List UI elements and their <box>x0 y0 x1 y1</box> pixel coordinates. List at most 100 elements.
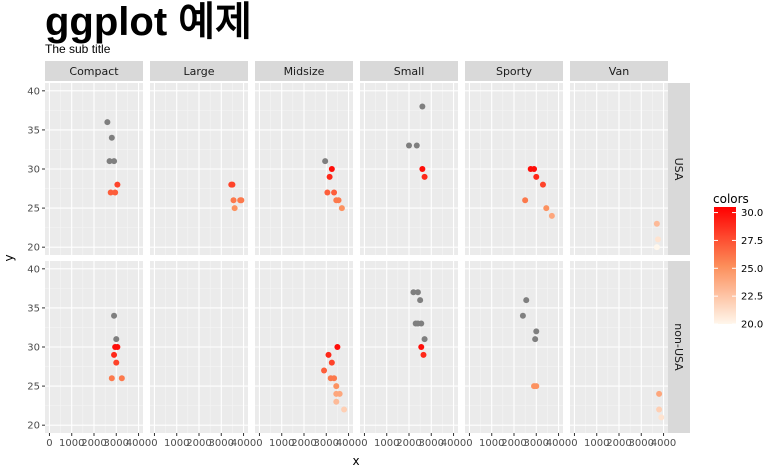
data-point <box>533 328 540 335</box>
facet-strip-compact <box>45 61 143 81</box>
data-point <box>406 142 412 149</box>
x-tick-label: 2000 <box>291 438 316 449</box>
y-tick-label: 25 <box>27 204 40 215</box>
facet-strip-label: Midsize <box>284 65 325 78</box>
data-point <box>108 134 115 141</box>
data-point <box>106 158 113 165</box>
x-tick-label: 2000 <box>186 438 211 449</box>
x-tick-label: 0 <box>571 438 577 449</box>
legend-label: 20.0 <box>741 320 763 331</box>
facet-strip-usa <box>668 83 690 255</box>
facet-strip-large <box>150 61 248 81</box>
data-point <box>419 103 426 110</box>
data-point <box>333 398 340 405</box>
facet-strip-sporty <box>465 61 563 81</box>
y-tick-label: 40 <box>27 264 40 275</box>
data-point <box>328 359 335 366</box>
data-point <box>656 406 663 413</box>
facet-strip-label: Small <box>394 65 425 78</box>
x-tick-label: 0 <box>151 438 157 449</box>
x-tick-label: 3000 <box>104 438 129 449</box>
data-point <box>418 320 425 327</box>
data-point <box>326 173 333 180</box>
data-point <box>114 181 121 188</box>
x-tick-label: 2000 <box>396 438 421 449</box>
facet-strip-label: Compact <box>69 65 119 78</box>
y-tick-label: 30 <box>27 165 40 176</box>
data-point <box>533 383 540 390</box>
data-point <box>112 189 119 196</box>
x-tick-label: 1000 <box>374 438 399 449</box>
facet-strip-midsize <box>255 61 353 81</box>
facet-strip-label: USA <box>672 158 685 181</box>
x-tick-label: 2000 <box>501 438 526 449</box>
data-point <box>658 414 665 421</box>
facet-strip-small <box>360 61 458 81</box>
data-point <box>543 205 550 212</box>
x-tick-label: 2000 <box>606 438 631 449</box>
x-tick-label: 0 <box>46 438 52 449</box>
data-point <box>341 406 348 413</box>
y-tick-label: 25 <box>27 382 40 393</box>
facet-panels: Compact Large Midsize Small Sporty Van USA non-… <box>27 61 690 449</box>
data-point <box>519 312 526 319</box>
x-tick-label: 4000 <box>546 438 571 449</box>
data-point <box>111 351 118 358</box>
legend-colour-bar <box>714 207 736 324</box>
data-point <box>238 197 245 204</box>
data-point <box>656 390 663 397</box>
data-point <box>113 336 120 343</box>
data-point <box>111 312 118 319</box>
data-point <box>114 344 121 350</box>
legend-title: colors <box>713 192 749 206</box>
x-tick-label: 1000 <box>479 438 504 449</box>
x-tick-label: 3000 <box>209 438 234 449</box>
y-tick-label: 40 <box>27 86 40 97</box>
colour-legend: colors 20.0 22.5 25.0 27.5 30.0 <box>713 192 763 331</box>
data-point <box>324 189 331 196</box>
facet-strip-van <box>570 61 668 81</box>
data-point <box>523 297 530 304</box>
x-tick-label: 4000 <box>441 438 466 449</box>
data-point <box>410 289 417 296</box>
x-tick-label: 4000 <box>231 438 256 449</box>
x-tick-label: 3000 <box>524 438 549 449</box>
data-point <box>113 359 120 366</box>
data-point <box>336 390 343 397</box>
x-tick-label: 4000 <box>336 438 361 449</box>
data-point <box>414 289 421 296</box>
legend-label: 27.5 <box>741 236 763 247</box>
data-point <box>231 205 238 212</box>
y-axis-title: y <box>2 254 16 261</box>
x-tick-label: 3000 <box>419 438 444 449</box>
y-tick-label: 35 <box>27 303 40 314</box>
data-point <box>328 166 335 172</box>
data-point <box>413 142 420 149</box>
legend-label: 22.5 <box>741 292 763 303</box>
y-tick-label: 20 <box>27 243 40 254</box>
data-point <box>229 181 236 188</box>
y-tick-label: 35 <box>27 125 40 136</box>
data-point <box>418 344 425 350</box>
data-point <box>334 344 341 350</box>
data-point <box>419 166 426 172</box>
data-point <box>539 181 546 188</box>
facet-strip-non-usa <box>668 261 690 433</box>
data-point <box>230 197 237 204</box>
data-point <box>532 336 539 343</box>
x-tick-label: 2000 <box>81 438 106 449</box>
x-tick-label: 0 <box>361 438 367 449</box>
x-tick-label: 3000 <box>314 438 339 449</box>
data-point <box>531 166 538 172</box>
data-point <box>533 173 540 180</box>
data-point <box>118 375 125 382</box>
data-point <box>321 367 328 374</box>
data-point <box>421 173 428 180</box>
x-tick-label: 0 <box>256 438 262 449</box>
x-tick-label: 1000 <box>584 438 609 449</box>
data-point <box>653 220 660 227</box>
data-point <box>331 189 338 196</box>
chart-title: ggplot 예제 <box>45 0 252 44</box>
data-point <box>653 244 660 251</box>
x-tick-label: 3000 <box>629 438 654 449</box>
